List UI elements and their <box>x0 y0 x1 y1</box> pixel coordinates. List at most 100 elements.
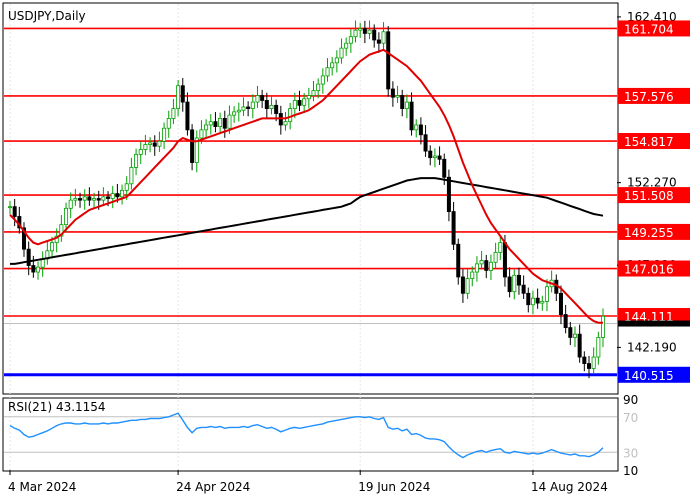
candle <box>601 308 606 348</box>
horizontal-levels <box>4 27 617 377</box>
candle <box>82 189 87 210</box>
candle <box>246 101 251 117</box>
candle <box>78 192 83 208</box>
candle <box>40 251 45 277</box>
rsi-tick-label: 90 <box>623 393 638 407</box>
candle <box>353 20 358 43</box>
candle <box>241 97 246 116</box>
candle <box>152 135 157 156</box>
candle <box>507 267 512 298</box>
y-tick-label: 142.190 <box>627 340 677 354</box>
svg-text:151.508: 151.508 <box>624 189 674 203</box>
level-label: 149.255 <box>618 223 690 240</box>
candle <box>498 236 503 261</box>
candle <box>162 122 167 149</box>
candle <box>101 187 106 206</box>
candle <box>530 290 535 315</box>
candle <box>176 80 181 117</box>
rsi-panel <box>4 412 617 459</box>
candle <box>474 256 479 282</box>
candle <box>358 22 363 38</box>
level-label: 157.576 <box>618 87 690 104</box>
svg-text:154.817: 154.817 <box>624 135 674 149</box>
candle <box>563 304 568 334</box>
candle <box>185 92 190 136</box>
candle <box>190 124 195 171</box>
svg-text:140.515: 140.515 <box>624 369 674 383</box>
candle <box>64 202 69 233</box>
candle <box>526 287 531 313</box>
candle <box>208 113 213 135</box>
candle <box>143 134 148 156</box>
candle <box>166 110 171 138</box>
svg-text:157.576: 157.576 <box>624 90 674 104</box>
candle <box>516 267 521 295</box>
x-tick-label: 4 Mar 2024 <box>8 480 76 494</box>
candle <box>479 250 484 270</box>
candle <box>367 20 372 40</box>
candle <box>306 87 311 109</box>
candle <box>148 137 153 153</box>
candle <box>316 78 321 99</box>
candle <box>423 125 428 157</box>
candle <box>255 85 260 108</box>
svg-text:147.016: 147.016 <box>624 263 674 277</box>
candle <box>414 119 419 138</box>
candle <box>232 106 237 123</box>
candle <box>437 146 442 165</box>
candle <box>512 269 517 300</box>
candle <box>470 266 475 287</box>
candle <box>535 288 540 309</box>
candle <box>180 78 185 112</box>
candle <box>87 187 92 206</box>
x-tick-label: 19 Jun 2024 <box>358 480 430 494</box>
candle <box>395 85 400 103</box>
candle <box>418 117 423 145</box>
candle <box>577 324 582 363</box>
candle <box>572 326 577 348</box>
candle <box>73 188 78 206</box>
candle <box>404 94 409 119</box>
candle <box>171 98 176 125</box>
candle <box>269 95 274 115</box>
candle <box>339 38 344 64</box>
candle <box>428 145 433 166</box>
candle <box>204 119 209 138</box>
candle <box>50 236 55 259</box>
ma-slow-line <box>10 177 604 265</box>
level-label: 151.508 <box>618 187 690 204</box>
candle <box>194 130 199 173</box>
moving-averages <box>9 48 604 324</box>
candle <box>17 206 22 234</box>
candle <box>110 185 115 209</box>
candle <box>292 92 297 119</box>
svg-text:161.704: 161.704 <box>624 22 674 36</box>
candle <box>157 131 162 152</box>
candle <box>278 105 283 135</box>
candle <box>59 215 64 242</box>
y-tick-label: 152.270 <box>627 176 677 190</box>
candle <box>488 254 493 281</box>
level-labels: 161.704 157.576 154.817 151.508 149.255 147.0… <box>618 20 690 383</box>
candlesticks <box>7 20 606 379</box>
candle <box>386 26 391 97</box>
candle <box>334 50 339 73</box>
candle <box>540 295 545 311</box>
candle <box>311 80 316 102</box>
candle <box>409 92 414 136</box>
svg-text:144.111: 144.111 <box>624 310 674 324</box>
candle <box>54 228 59 253</box>
candle <box>330 57 335 76</box>
candle <box>31 255 36 278</box>
candle <box>134 148 139 176</box>
level-label: 161.704 <box>618 20 690 37</box>
candle <box>297 90 302 112</box>
candle <box>120 184 125 205</box>
candle <box>36 261 41 280</box>
candle <box>460 269 465 303</box>
rsi-tick-label: 30 <box>623 446 638 460</box>
level-label: 140.515 <box>618 366 690 383</box>
candle <box>260 89 265 109</box>
